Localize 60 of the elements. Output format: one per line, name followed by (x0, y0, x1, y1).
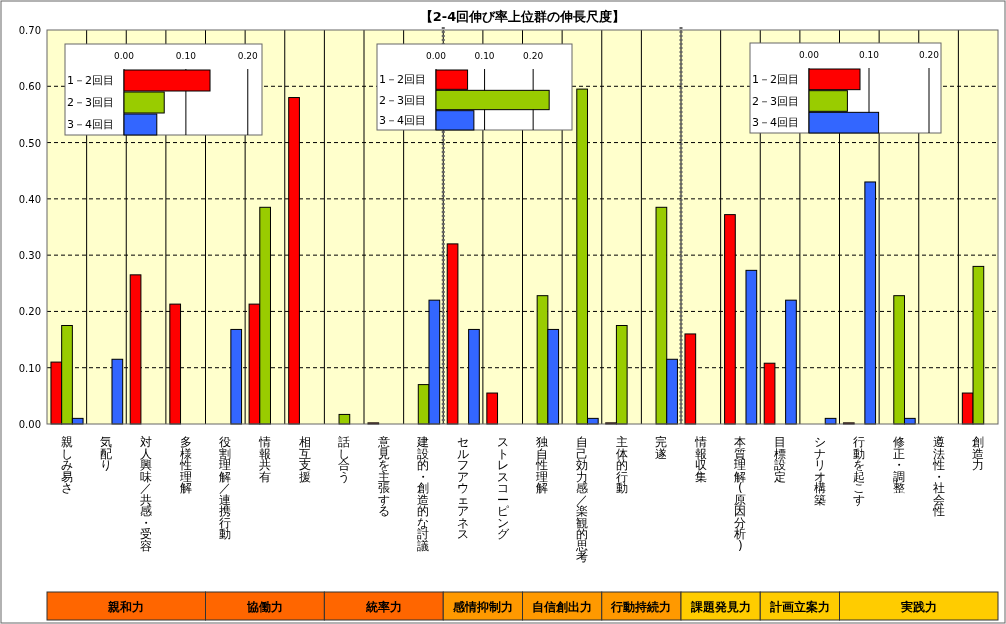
x-tick-label: 意見を主張する (376, 435, 390, 518)
category-label: セルフアウェアネス (457, 435, 470, 541)
category-label: 役割理解／連携行動 (219, 435, 232, 541)
y-tick-label: 2－3回目 (67, 96, 114, 109)
category-label: 本質理解(原因分析) (734, 435, 747, 553)
x-tick-label: 情報収集 (693, 435, 707, 484)
y-tick-label: 1－2回目 (67, 74, 114, 87)
y-tick-label: 0.20 (18, 306, 41, 318)
y-tick-label: 1－2回目 (752, 72, 799, 86)
y-tick-label: 0.00 (18, 419, 41, 430)
text: 課題発見力 (689, 600, 751, 614)
text: 自信創出力 (532, 600, 593, 614)
y-tick-label: 0.30 (18, 250, 41, 262)
x-tick-label: 多様性理解 (178, 435, 192, 495)
x-tick-label: 修正・調整 (892, 435, 905, 495)
text: 行動持続力 (610, 600, 672, 614)
x-tick-label: 目標設定 (774, 435, 787, 484)
x-tick-label: 0.00 (425, 51, 447, 61)
x-tick-label: 0.20 (918, 50, 940, 60)
x-tick-label: 情報共有 (257, 435, 271, 484)
text: 親和力 (107, 600, 145, 614)
y-tick-label: 1－2回目 (379, 73, 426, 87)
x-tick-label: 0.00 (798, 50, 820, 60)
y-tick-label: 0.70 (18, 25, 41, 36)
text: 実践力 (899, 600, 937, 614)
x-tick-label: 行動を起こす (853, 435, 866, 507)
x-tick-label: シナリオ構築 (813, 435, 826, 507)
x-tick-label: 相互支援 (298, 435, 311, 484)
x-tick-label: 0.00 (113, 51, 135, 61)
y-tick-label: 0.40 (18, 193, 41, 205)
text: 感情抑制力 (451, 600, 513, 614)
x-tick-label: 話し合う (338, 435, 351, 484)
category-label: 自己効力感／楽観的思考 (575, 435, 588, 564)
y-tick-label: 0.50 (18, 137, 41, 149)
x-tick-label: 0.10 (175, 51, 197, 61)
category-label: 対人興味／共感・受容 (140, 435, 153, 553)
x-tick-label: 0.10 (858, 50, 880, 60)
y-tick-label: 2－3回目 (752, 94, 799, 108)
x-tick-label: 0.20 (237, 51, 259, 61)
chart-title: 【2-4回伸び率上位群の伸長尺度】 (419, 9, 626, 24)
x-tick-label: 気配り (100, 435, 113, 472)
x-tick-label: 遵法性・社会性 (931, 435, 945, 518)
y-tick-label: 0.10 (18, 362, 41, 374)
category-label: 建設的・創造的な討議 (417, 435, 430, 553)
y-tick-label: 3－4回目 (379, 113, 426, 127)
x-tick-label: 0.10 (474, 51, 495, 61)
y-tick-label: 2－3回目 (379, 93, 426, 107)
y-tick-label: 0.60 (18, 81, 41, 93)
category-label: ストレスコーピング (496, 435, 509, 541)
x-tick-label: 独自性理解 (535, 435, 549, 495)
x-tick-label: 親しみ易さ (60, 435, 73, 495)
y-tick-label: 3－4回目 (752, 116, 799, 130)
text: 協働力 (245, 600, 283, 614)
x-tick-label: 主体的行動 (615, 435, 628, 495)
text: 統率力 (364, 600, 402, 614)
text: 計画立案力 (768, 600, 830, 614)
y-tick-label: 3－4回目 (67, 118, 114, 131)
x-tick-label: 創造力 (972, 435, 985, 472)
x-tick-label: 完遂 (655, 435, 668, 461)
x-tick-label: 0.20 (523, 51, 544, 61)
